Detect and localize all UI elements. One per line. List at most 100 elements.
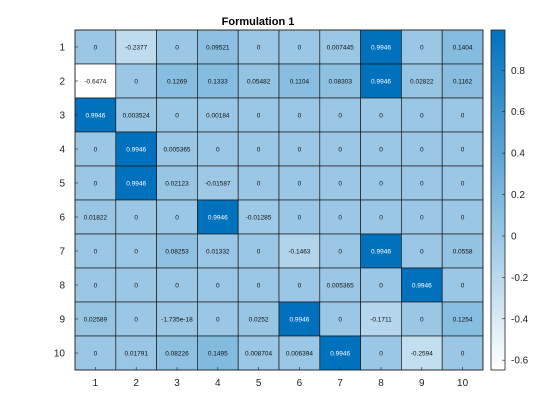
cell-value-label: 0.08303 <box>328 78 352 85</box>
x-tick-label: 3 <box>174 378 180 389</box>
heatmap-cell <box>197 233 239 269</box>
colorbar-segment <box>491 83 505 87</box>
cell-value-label: 0.9946 <box>208 214 228 221</box>
colorbar-segment <box>491 319 505 323</box>
cell-value-label: 0.02822 <box>410 78 434 85</box>
colorbar-segment <box>491 277 505 281</box>
colorbar-segment <box>491 279 505 283</box>
colorbar-segment <box>491 136 505 140</box>
colorbar-segment <box>491 229 505 233</box>
cell-value-label: 0 <box>94 248 98 255</box>
y-tick-label: 4 <box>59 145 65 156</box>
colorbar-segment <box>491 338 505 342</box>
heatmap-cell <box>360 335 402 371</box>
colorbar-tick-label: -0.4 <box>511 314 529 325</box>
y-tick-label: 6 <box>59 213 65 224</box>
colorbar-segment <box>491 125 505 129</box>
x-tick-label: 6 <box>297 378 303 389</box>
cell-value-label: 0.0252 <box>249 316 269 323</box>
colorbar-segment <box>491 197 505 201</box>
colorbar-segment <box>491 176 505 180</box>
colorbar-segment <box>491 362 505 366</box>
heatmap-cell <box>441 131 484 167</box>
heatmap-cell <box>441 335 484 371</box>
heatmap-cell <box>74 335 117 371</box>
cell-value-label: 0 <box>298 180 302 187</box>
y-tick-label: 3 <box>59 111 65 122</box>
colorbar-segment <box>491 332 505 337</box>
colorbar-segment <box>491 242 505 246</box>
heatmap-cell <box>115 29 157 65</box>
heatmap-cell <box>74 29 117 65</box>
heatmap-cell <box>74 233 117 269</box>
cell-value-label: 0 <box>298 214 302 221</box>
colorbar-tick-label: 0.8 <box>511 66 525 77</box>
colorbar-segment <box>491 354 505 358</box>
colorbar-segment <box>491 327 505 331</box>
heatmap-cell <box>237 199 280 235</box>
colorbar-segment <box>491 178 505 183</box>
cell-value-label: 0 <box>134 214 138 221</box>
cell-value-label: 0.9946 <box>412 282 432 289</box>
colorbar-tick-label: 0.2 <box>511 190 525 201</box>
heatmap-cell <box>401 267 443 303</box>
cell-value-label: 0 <box>257 112 261 119</box>
heatmap-cell <box>237 97 280 133</box>
cell-value-label: 0.1162 <box>453 78 473 85</box>
cell-value-label: -0.01587 <box>205 180 231 187</box>
cell-value-label: 0 <box>94 282 98 289</box>
cell-value-label: 0 <box>420 214 424 221</box>
y-tick-label: 8 <box>59 281 65 292</box>
cell-value-label: 0 <box>175 112 179 119</box>
chart-title: Formulation 1 <box>222 16 295 28</box>
cell-value-label: 0 <box>257 180 261 187</box>
cell-value-label: 0 <box>298 44 302 51</box>
cell-value-label: 0.08253 <box>165 248 189 255</box>
heatmap-cell <box>278 165 321 201</box>
cell-value-label: 0.1495 <box>208 350 228 357</box>
colorbar-segment <box>491 107 505 111</box>
colorbar-segment <box>491 146 505 151</box>
x-tick-label: 7 <box>337 378 343 389</box>
colorbar-segment <box>491 234 505 238</box>
cell-value-label: 0 <box>379 146 383 153</box>
colorbar-segment <box>491 120 505 124</box>
colorbar-segment <box>491 351 505 355</box>
cell-value-label: 0 <box>257 44 261 51</box>
cell-value-label: 0 <box>298 112 302 119</box>
heatmap-cell <box>401 131 443 167</box>
colorbar-segment <box>491 348 505 353</box>
colorbar-segment <box>491 266 505 270</box>
x-tick-label: 8 <box>378 378 384 389</box>
colorbar-segment <box>491 59 505 63</box>
cell-value-label: 0 <box>94 350 98 357</box>
colorbar-frame <box>490 29 506 371</box>
colorbar-segment <box>491 215 505 220</box>
heatmap-cell <box>237 301 280 337</box>
heatmap-cell <box>278 335 321 371</box>
cell-value-label: 0 <box>420 316 424 323</box>
cell-value-label: 0 <box>94 180 98 187</box>
cell-value-label: 0 <box>298 146 302 153</box>
colorbar-segment <box>491 308 505 313</box>
colorbar-segment <box>491 263 505 268</box>
colorbar-segment <box>491 75 505 79</box>
colorbar-segment <box>491 298 505 302</box>
y-tick-label: 10 <box>54 349 66 360</box>
colorbar-segment <box>491 306 505 310</box>
cell-value-label: 0 <box>379 214 383 221</box>
colorbar-segment <box>491 269 505 273</box>
x-tick-label: 5 <box>256 378 262 389</box>
colorbar-segment <box>491 170 505 175</box>
y-tick-label: 1 <box>59 43 65 54</box>
colorbar-segment <box>491 189 505 193</box>
heatmap-cell <box>401 165 443 201</box>
colorbar-segment <box>491 200 505 204</box>
colorbar-segment <box>491 356 505 360</box>
heatmap-cell <box>319 165 361 201</box>
cell-value-label: 0 <box>461 146 465 153</box>
colorbar-segment <box>491 165 505 169</box>
heatmap-cell <box>156 267 198 303</box>
colorbar-tick-label: 0.6 <box>511 107 525 118</box>
colorbar-segment <box>491 282 505 286</box>
